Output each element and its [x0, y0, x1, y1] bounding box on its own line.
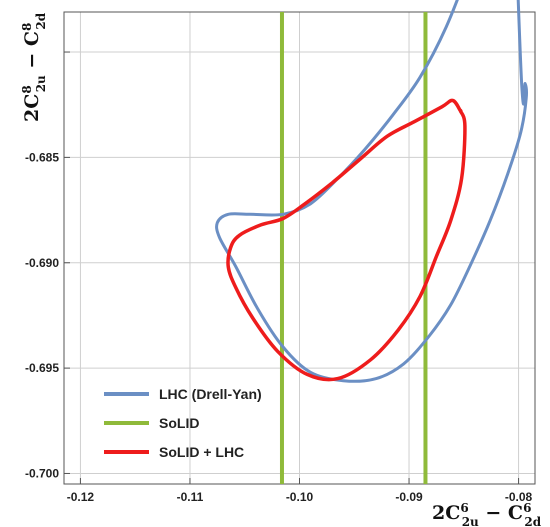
- series-solid-lhc-contour: [226, 98, 467, 382]
- y-tick-label: -0.700: [25, 466, 59, 480]
- series-lhc-drell-yan-contour: [215, 0, 528, 383]
- x-axis-title: 2C6 2u − C6 2d: [432, 501, 542, 527]
- legend-label-solid-lhc: SoLID + LHC: [159, 444, 244, 460]
- axis-ticks: -0.12 -0.11 -0.10 -0.09 -0.08 -0.700 -0.695 -0.…: [25, 51, 533, 504]
- series-layer: [215, 0, 528, 484]
- x-tick-label: -0.11: [177, 490, 204, 504]
- x-tick-label: -0.09: [395, 490, 423, 504]
- legend-label-solid: SoLID: [159, 415, 199, 431]
- y-tick-label: -0.695: [25, 361, 59, 375]
- y-axis-title: 2C82u − C82d: [20, 12, 48, 122]
- legend-label-lhc-drell-yan: LHC (Drell-Yan): [159, 386, 262, 402]
- grid-lines: [64, 12, 535, 484]
- y-tick-label: -0.690: [25, 256, 59, 270]
- x-tick-label: -0.12: [67, 490, 95, 504]
- x-tick-label: -0.10: [286, 490, 314, 504]
- x-tick-label: -0.08: [505, 490, 533, 504]
- y-tick-label: -0.685: [25, 150, 59, 164]
- legend: LHC (Drell-Yan) SoLID SoLID + LHC: [104, 386, 262, 460]
